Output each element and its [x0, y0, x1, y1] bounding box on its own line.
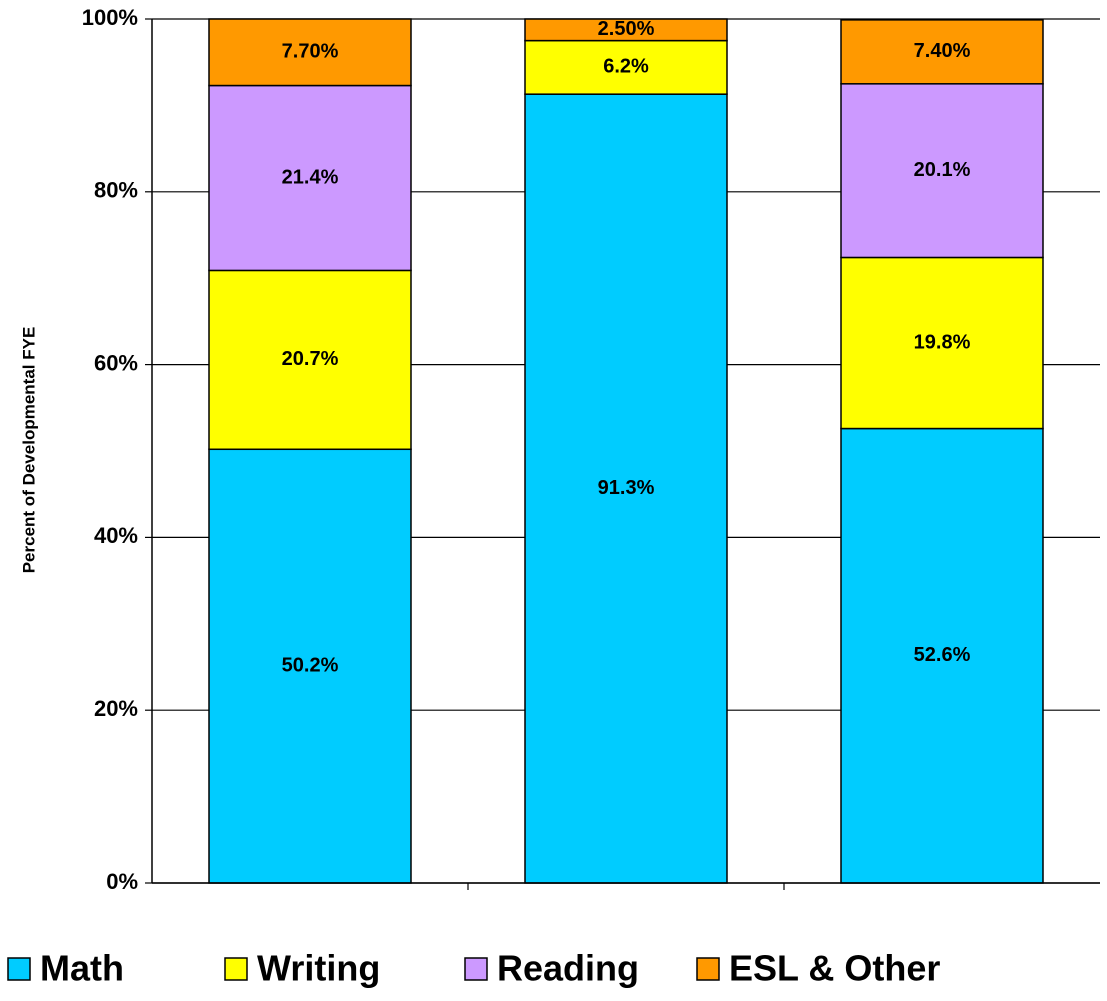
bar-segment — [840, 83, 1044, 259]
legend-label: ESL & Other — [729, 948, 940, 989]
data-label: 19.8% — [914, 331, 971, 353]
legend-label: Reading — [497, 948, 639, 989]
y-tick-label: 20% — [94, 696, 138, 721]
legend-swatch — [464, 957, 488, 981]
data-label: 2.50% — [598, 18, 655, 40]
data-label: 6.2% — [603, 56, 649, 78]
bar-segment — [208, 18, 412, 87]
data-label: 50.2% — [282, 654, 339, 676]
data-label: 7.40% — [914, 40, 971, 62]
legend-swatch — [696, 957, 720, 981]
y-tick-label: 60% — [94, 350, 138, 375]
data-label: 91.3% — [598, 477, 655, 499]
data-label: 52.6% — [914, 644, 971, 666]
legend-label: Writing — [257, 948, 380, 989]
y-tick-label: 100% — [82, 5, 138, 30]
bar-segment — [524, 18, 728, 42]
y-tick-label: 0% — [106, 869, 138, 894]
legend-swatch — [224, 957, 248, 981]
bar-segment — [840, 256, 1044, 430]
legend-label: Math — [40, 948, 124, 989]
bar-segment — [840, 427, 1044, 884]
data-label: 20.7% — [282, 348, 339, 370]
bar-segment — [524, 39, 728, 95]
data-label: 7.70% — [282, 41, 339, 63]
y-tick-label: 40% — [94, 523, 138, 548]
data-label: 21.4% — [282, 166, 339, 188]
bar-segment — [524, 93, 728, 884]
bar-segment — [840, 19, 1044, 85]
legend-swatch — [7, 957, 31, 981]
y-axis-title: Percent of Developmental FYE — [19, 327, 38, 574]
data-label: 20.1% — [914, 159, 971, 181]
y-tick-label: 80% — [94, 178, 138, 203]
